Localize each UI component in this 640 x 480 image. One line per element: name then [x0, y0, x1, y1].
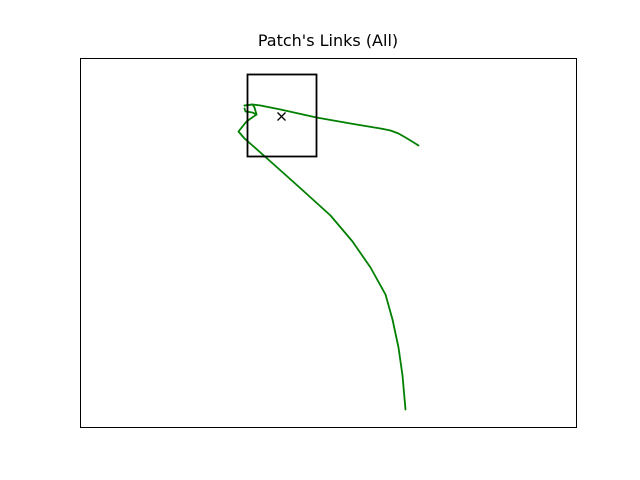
link-line-1 [243, 103, 420, 147]
link-line-3 [237, 113, 407, 411]
chart-marks [237, 73, 420, 411]
chart-title: Patch's Links (All) [257, 31, 399, 50]
plot-frame [80, 58, 577, 428]
patch-box [246, 73, 318, 158]
center-x-marker [277, 112, 286, 121]
